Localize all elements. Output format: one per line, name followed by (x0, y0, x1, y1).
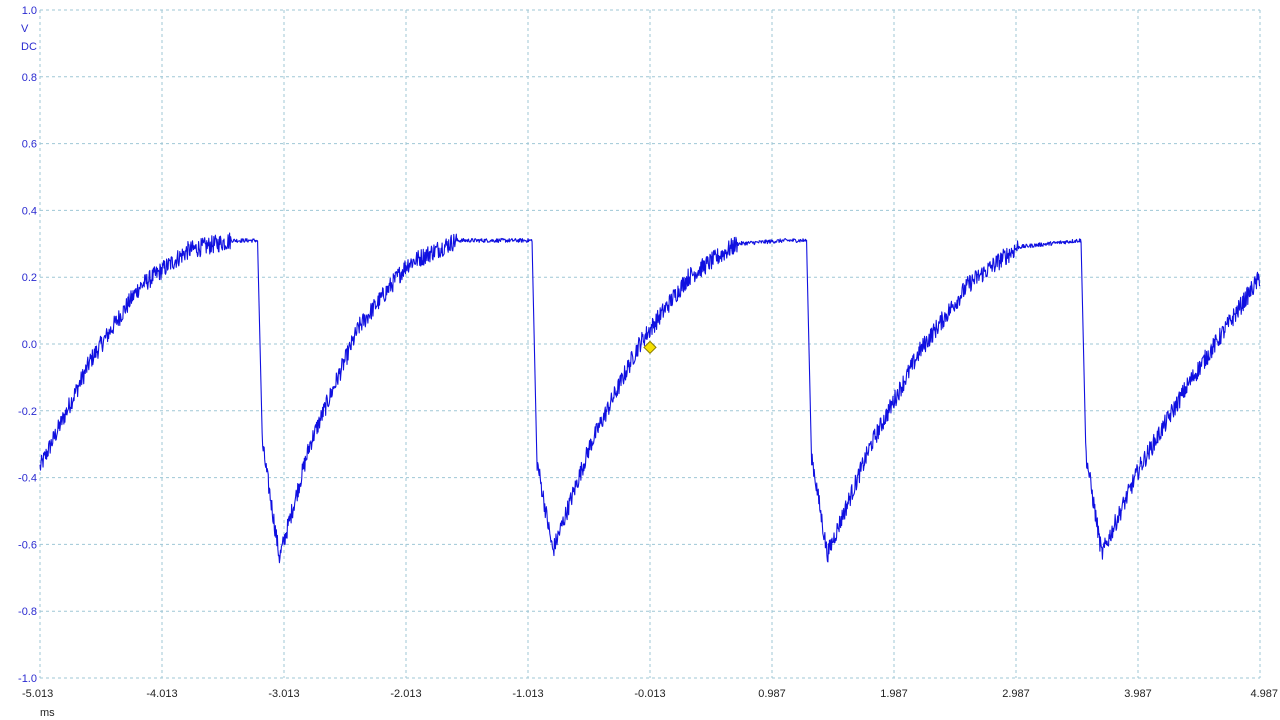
x-tick-label: 2.987 (1002, 688, 1030, 700)
x-axis-ticks: -5.013 -4.013 -3.013 -2.013 -1.013 -0.013 0.98… (22, 688, 1278, 700)
x-unit-label: ms (40, 707, 55, 719)
y-tick-label: 1.0 (22, 5, 37, 17)
trigger-marker-group[interactable] (643, 340, 657, 355)
x-tick-label: -2.013 (390, 688, 421, 700)
y-tick-label: 0.8 (22, 72, 37, 84)
waveform-trace (39, 232, 1261, 564)
y-coupling-label: DC (21, 41, 37, 53)
y-tick-label: -0.4 (18, 473, 37, 485)
y-tick-label: 0.6 (22, 139, 37, 151)
y-tick-label: -0.6 (18, 539, 37, 551)
y-unit-label: V (21, 23, 29, 35)
y-tick-label: -0.8 (18, 606, 37, 618)
y-tick-label: 0.2 (22, 272, 37, 284)
y-tick-label: 0.0 (22, 339, 37, 351)
x-tick-label: 4.987 (1250, 688, 1278, 700)
y-tick-label: -0.2 (18, 406, 37, 418)
y-axis-ticks: 1.0 0.8 0.6 0.4 0.2 0.0 -0.2 -0.4 -0.6 -0.8 -1.0 (18, 5, 37, 685)
x-tick-label: -3.013 (268, 688, 299, 700)
x-tick-label: -5.013 (22, 688, 53, 700)
trigger-marker[interactable] (643, 340, 657, 355)
x-tick-label: 3.987 (1124, 688, 1152, 700)
x-tick-label: -0.013 (634, 688, 665, 700)
x-tick-label: -4.013 (146, 688, 177, 700)
y-tick-label: -1.0 (18, 673, 37, 685)
x-tick-label: 1.987 (880, 688, 908, 700)
y-tick-label: 0.4 (22, 205, 37, 217)
grid (39, 9, 1261, 679)
waveform (39, 232, 1261, 564)
x-tick-label: 0.987 (758, 688, 786, 700)
x-tick-label: -1.013 (512, 688, 543, 700)
